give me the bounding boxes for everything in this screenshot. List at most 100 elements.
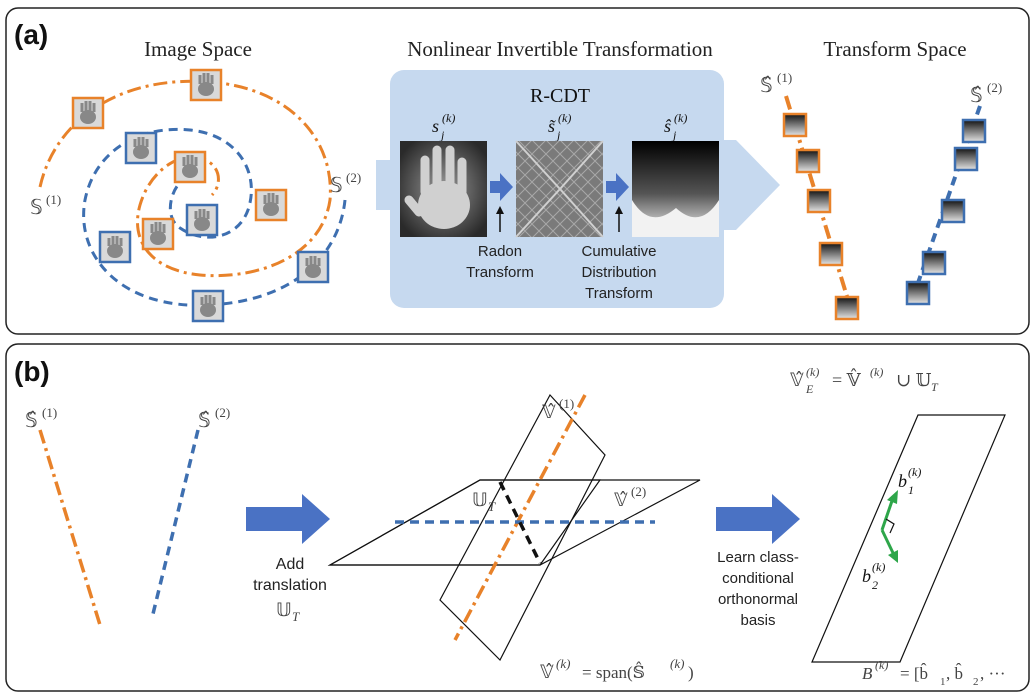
sym-s-sub: j: [439, 128, 445, 142]
panel-a-label: (a): [14, 19, 48, 50]
ut-line: [498, 481, 542, 564]
sym-s: s: [432, 116, 439, 136]
v1-sup: (1): [559, 396, 574, 411]
basis-vector-b1-head: [887, 490, 898, 504]
ut-label-sub: T: [488, 499, 496, 514]
learn-line1: Learn class-: [717, 549, 799, 566]
s2-label: 𝕊: [330, 173, 343, 197]
basis-vector-b2-head: [888, 550, 898, 563]
sym-s-tilde: s̃: [548, 116, 557, 136]
shat1-label-b: 𝕊̂: [25, 408, 38, 432]
blue-cdt-thumbnail: [921, 250, 947, 276]
ut-label: 𝕌: [472, 489, 488, 511]
blue-hand-thumbnail: [98, 230, 132, 264]
add-line1: Add: [276, 556, 304, 573]
b1-label: b: [898, 471, 907, 491]
basis-sub1: 1: [940, 676, 946, 688]
b1-sub: 1: [908, 483, 914, 497]
orange-plane-line: [453, 394, 587, 641]
sym-s-hat: ŝ: [664, 116, 672, 136]
orange-hand-thumbnail: [141, 217, 175, 251]
basis-lhs: B: [862, 664, 873, 683]
panel-a: (a) Image Space Nonlinear Invertible Tra…: [5, 7, 1030, 335]
blue-subspace-line: [150, 429, 200, 619]
basis-sub2: 2: [973, 676, 979, 688]
step-arrow-2: [606, 173, 629, 201]
ve-rhs-sup: (k): [870, 365, 883, 379]
shat2-label-a: 𝕊̂: [970, 83, 983, 107]
b2-label: b: [862, 566, 871, 586]
blue-hand-thumbnail: [296, 250, 330, 284]
v-eq-rhs-sup: (k): [670, 656, 684, 671]
v-eq-sup: (k): [556, 656, 570, 671]
cdt-label-line3: Transform: [585, 285, 653, 302]
add-line2: translation: [253, 577, 327, 594]
learn-line4: basis: [740, 612, 775, 629]
expanded-plane: [811, 414, 1006, 663]
add-translation-arrow: [246, 494, 330, 544]
transform-arrow-head: [720, 140, 780, 230]
shat1-sup-b: (1): [42, 405, 57, 420]
b1-sup: (k): [908, 465, 921, 479]
orange-subspace-line: [38, 429, 102, 626]
basis-sup: (k): [875, 658, 888, 672]
v1-label: 𝕍̂: [542, 401, 556, 423]
shat2-sup-a: (2): [987, 80, 1002, 95]
step-arrow-1: [490, 173, 513, 201]
s2-sup: (2): [346, 170, 361, 185]
cdt-pointer-head: [615, 206, 623, 214]
v2-label: 𝕍̂: [614, 489, 628, 511]
orange-cdt-thumbnail: [834, 295, 860, 321]
orange-hand-thumbnail: [254, 188, 288, 222]
orange-cdt-thumbnail: [795, 148, 821, 174]
ve-union-sub: T: [931, 380, 939, 394]
rcdt-title: R-CDT: [530, 85, 590, 107]
transform-space-title: Transform Space: [823, 37, 966, 61]
ve-union: ∪ 𝕌: [896, 370, 932, 390]
orange-hand-thumbnail: [173, 150, 207, 184]
blue-hand-thumbnail: [124, 131, 158, 165]
v-eq-close: ): [688, 663, 694, 682]
panel-b-frame: [5, 343, 1030, 692]
vertical-plane: [439, 393, 606, 662]
sym-s-tilde-sup: (k): [558, 111, 571, 125]
s1-sup: (1): [46, 192, 61, 207]
b2-sub: 2: [872, 578, 878, 592]
cdt-image: [632, 141, 719, 237]
blue-cdt-thumbnail: [953, 146, 979, 172]
image-space-title: Image Space: [144, 37, 252, 61]
shat2-sup-b: (2): [215, 405, 230, 420]
basis-end: , ···: [980, 664, 1005, 683]
panel-b-label: (b): [14, 356, 50, 387]
horizontal-plane-outline: [327, 479, 701, 566]
v-eq-lhs: 𝕍̂: [540, 661, 554, 683]
transform-big-arrow: [376, 160, 392, 210]
panel-b: (b) 𝕊̂ (1) 𝕊̂ (2) Add translation 𝕌 T 𝕍̂…: [5, 343, 1030, 692]
sym-s-tilde-sub: j: [555, 128, 561, 142]
basis-vector-b1: [880, 497, 895, 531]
basis-vector-b2: [880, 529, 896, 556]
right-angle-marker: [885, 518, 895, 534]
transform-title: Nonlinear Invertible Transformation: [407, 37, 713, 61]
hand-image: [400, 141, 487, 237]
v-eq-rhs: = span(𝕊̂: [582, 662, 645, 682]
learn-line2: conditional: [722, 570, 794, 587]
sym-s-hat-sub: j: [671, 128, 677, 142]
blue-cdt-thumbnail: [940, 198, 966, 224]
sym-s-hat-sup: (k): [674, 111, 687, 125]
blue-hand-thumbnail: [185, 203, 219, 237]
cdt-label-line1: Cumulative: [581, 243, 656, 260]
radon-label-line2: Transform: [466, 264, 534, 281]
orange-cdt-thumbnail: [806, 188, 832, 214]
ve-lhs: 𝕍̂: [790, 369, 804, 391]
cdt-label-line2: Distribution: [581, 264, 656, 281]
learn-line3: orthonormal: [718, 591, 798, 608]
orange-hand-thumbnail: [189, 68, 223, 102]
blue-hand-thumbnail: [191, 289, 225, 323]
radon-label-line1: Radon: [478, 243, 522, 260]
learn-basis-arrow: [716, 494, 800, 544]
shat1-sup-a: (1): [777, 70, 792, 85]
b2-sup: (k): [872, 560, 885, 574]
v2-sup: (2): [631, 484, 646, 499]
